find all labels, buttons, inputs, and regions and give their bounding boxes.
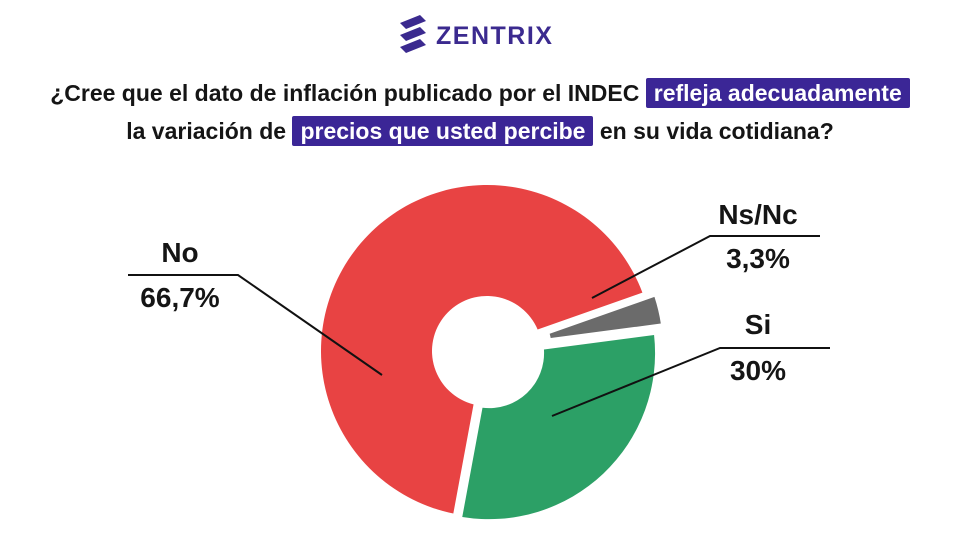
- slice-no: [320, 184, 643, 514]
- question-highlight-2: precios que usted percibe: [292, 116, 594, 146]
- leader-line-ns-nc: [591, 235, 820, 299]
- slice-label-si: Si: [745, 309, 771, 340]
- slice-label-ns-nc: Ns/Nc: [718, 199, 797, 230]
- brand-logo: ZENTRIX: [0, 10, 960, 60]
- slice-value-si: 30%: [730, 355, 786, 386]
- slice-value-no: 66,7%: [140, 282, 219, 313]
- leader-line-no: [128, 274, 383, 376]
- slice-label-no: No: [161, 237, 198, 268]
- zentrix-logo-icon: [400, 15, 426, 53]
- question-line-2: la variación de precios que usted percib…: [0, 112, 960, 150]
- question-line-1: ¿Cree que el dato de inflación publicado…: [0, 74, 960, 112]
- slice-si: [462, 334, 656, 520]
- question-line-2-text-a: la variación de: [126, 118, 293, 144]
- question-highlight-1: refleja adecuadamente: [645, 78, 910, 108]
- slice-value-ns-nc: 3,3%: [726, 243, 790, 274]
- brand-name: ZENTRIX: [436, 22, 554, 50]
- question-line-2-text-b: en su vida cotidiana?: [593, 118, 834, 144]
- slice-ns-nc: [549, 296, 661, 339]
- survey-question: ¿Cree que el dato de inflación publicado…: [0, 74, 960, 150]
- leader-line-si: [551, 347, 830, 417]
- question-line-1-text: ¿Cree que el dato de inflación publicado…: [50, 80, 646, 106]
